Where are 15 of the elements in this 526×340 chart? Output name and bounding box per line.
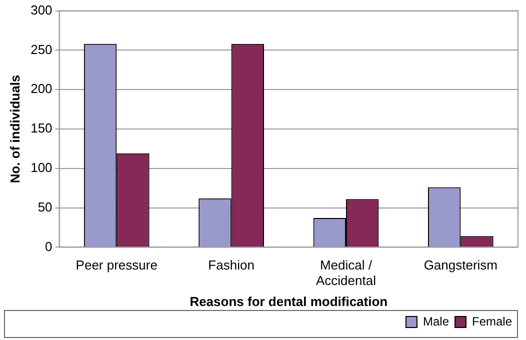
y-tick-label: 0 — [45, 238, 52, 254]
x-tick-label: Peer pressure — [76, 258, 158, 273]
x-tick-label: Medical / Accidental — [316, 258, 376, 288]
y-axis-title: No. of individuals — [7, 74, 22, 184]
y-tick-label: 250 — [30, 42, 52, 57]
x-tick-label: Fashion — [208, 258, 254, 273]
y-tick-label: 100 — [30, 160, 52, 175]
legend-label: Female — [472, 314, 512, 328]
legend-label: Male — [422, 314, 450, 328]
y-tick-label: 200 — [30, 81, 52, 96]
y-tick-label: 150 — [30, 120, 52, 136]
y-tick-label: 50 — [38, 199, 52, 214]
y-tick-label: 300 — [30, 2, 52, 18]
x-axis-title: Reasons for dental modification — [190, 294, 388, 309]
x-tick-label: Gangsterism — [424, 258, 498, 273]
